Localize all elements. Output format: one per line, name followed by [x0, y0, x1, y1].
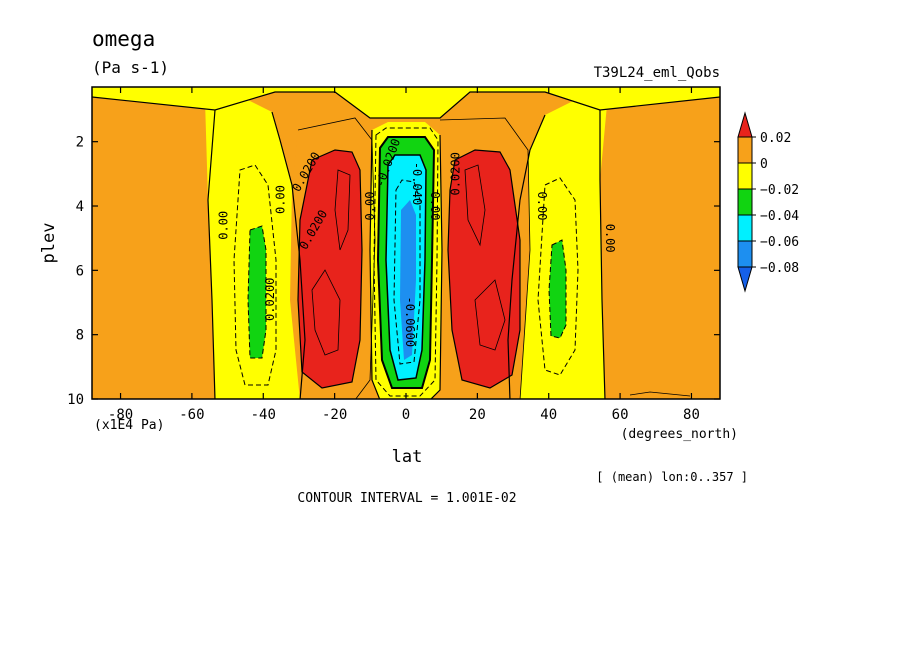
x-tick-label: -40	[251, 407, 276, 423]
contour-interval: CONTOUR INTERVAL = 1.001E-02	[297, 491, 516, 506]
contour-label: 0.00	[274, 185, 288, 214]
region-green-right	[549, 240, 566, 338]
y-tick-label: 8	[76, 328, 84, 344]
x-tick-label: 40	[540, 407, 557, 423]
contour-thin-lines	[297, 117, 691, 399]
dataset-label: T39L24_eml_Qobs	[594, 65, 720, 81]
y-tick-label: 2	[76, 135, 84, 151]
x-axis: -80 -60 -40 -20 0 20 40 60 80	[108, 87, 700, 423]
region-blue-center	[400, 200, 416, 360]
contour-label: 0.0200	[449, 152, 463, 195]
chart-units: (Pa s-1)	[92, 58, 169, 77]
contour-label: 0.00	[535, 192, 549, 221]
x-tick-label: 80	[683, 407, 700, 423]
contour-label: 0.00	[428, 192, 442, 221]
x-axis-units: (degrees_north)	[621, 427, 738, 442]
colorbar-label: −0.06	[760, 235, 799, 250]
colorbar-label: 0	[760, 157, 768, 172]
y-tick-label: 4	[76, 199, 84, 215]
colorbar-swatch	[737, 214, 753, 242]
contour-label: 0.00	[217, 211, 231, 240]
colorbar: 0.02 0 −0.02 −0.04 −0.06 −0.08	[737, 111, 799, 293]
x-tick-label: 20	[469, 407, 486, 423]
contour-label: -0.040	[410, 162, 424, 205]
mean-note: [ (mean) lon:0..357 ]	[596, 470, 748, 484]
contour-label: 0.00	[603, 224, 617, 253]
y-tick-label: 10	[67, 392, 84, 408]
contour-dashed-lines	[233, 127, 579, 397]
x-tick-label: 60	[612, 407, 629, 423]
contour-label: -0.0600	[403, 297, 417, 348]
region-red-left	[298, 150, 362, 388]
x-axis-label: lat	[392, 447, 423, 467]
contour-label: 0.0200	[263, 278, 277, 321]
colorbar-label: 0.02	[760, 131, 791, 146]
x-tick-label: 0	[402, 407, 410, 423]
chart-title: omega	[92, 27, 155, 51]
colorbar-label: −0.04	[760, 209, 799, 224]
colorbar-label: −0.02	[760, 183, 799, 198]
x-tick-label: -60	[179, 407, 204, 423]
contour-lines	[92, 91, 720, 399]
colorbar-top-arrow	[737, 111, 753, 138]
colorbar-swatch	[737, 188, 753, 216]
colorbar-bottom-arrow	[737, 266, 753, 293]
x-tick-label: -20	[322, 407, 347, 423]
y-axis: 2 4 6 8 10	[67, 135, 720, 408]
region-green-left	[248, 226, 266, 358]
colorbar-swatch	[737, 136, 753, 164]
contour-field	[92, 87, 720, 399]
y-axis-units: (x1E4 Pa)	[94, 418, 164, 433]
colorbar-swatch	[737, 162, 753, 190]
y-tick-label: 6	[76, 263, 84, 279]
colorbar-swatch	[737, 240, 753, 268]
contour-label: 0.00	[363, 192, 377, 221]
colorbar-label: −0.08	[760, 261, 799, 276]
y-axis-label: plev	[39, 223, 59, 264]
region-yellow-top	[92, 87, 720, 118]
x-tick-label: -80	[108, 407, 133, 423]
